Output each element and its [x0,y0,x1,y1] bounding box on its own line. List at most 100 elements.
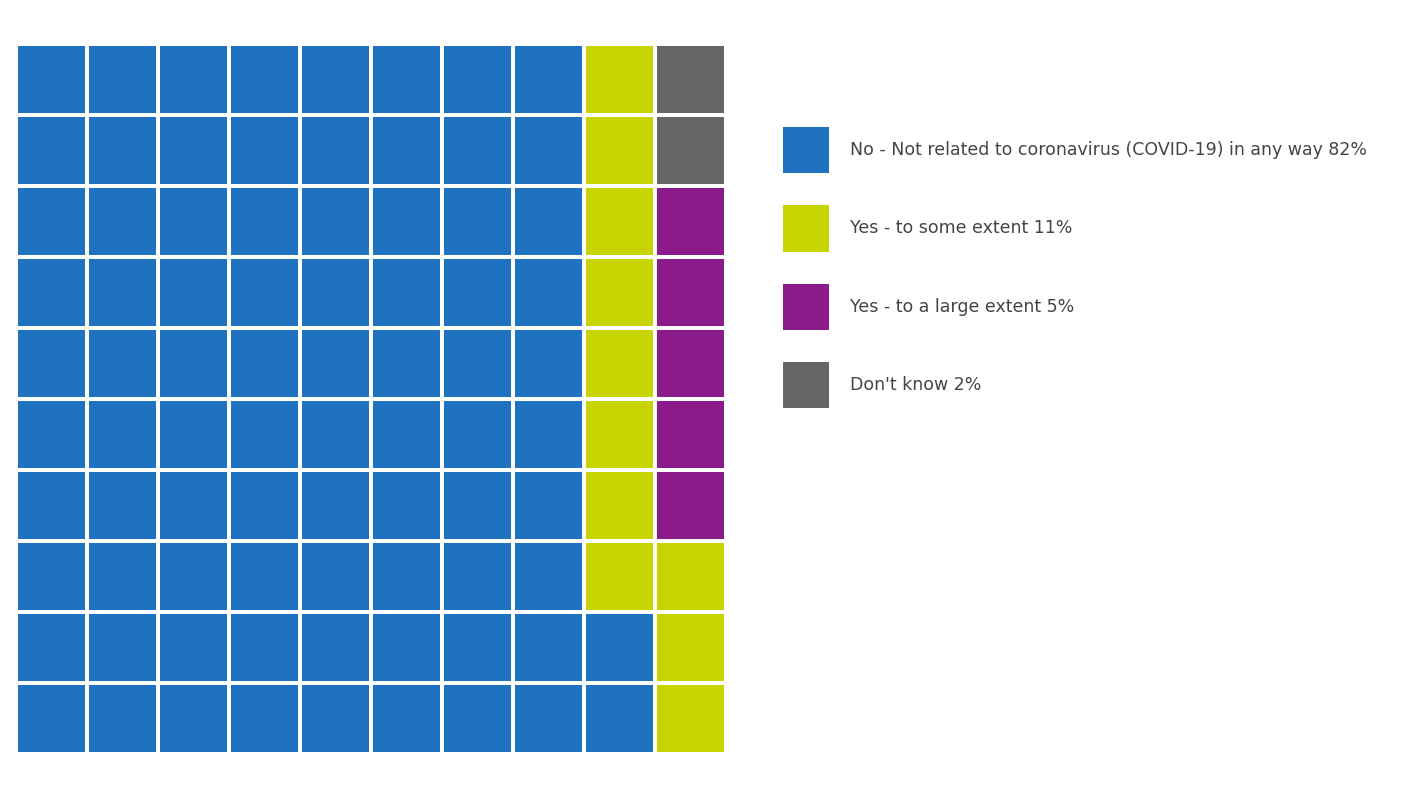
Bar [18,685,85,753]
Bar [18,472,85,539]
Bar [783,361,829,408]
Bar [657,472,723,539]
Bar [657,117,723,184]
Bar [586,543,653,610]
Bar [586,685,653,753]
Text: Yes - to a large extent 5%: Yes - to a large extent 5% [851,298,1075,316]
Bar [516,614,582,681]
Bar [516,543,582,610]
Bar [444,472,512,539]
Bar [373,685,439,753]
Bar [160,188,226,255]
Bar [160,45,226,113]
Bar [586,117,653,184]
Bar [373,543,439,610]
Bar [230,117,298,184]
Bar [230,45,298,113]
Bar [657,614,723,681]
Text: Don't know 2%: Don't know 2% [851,376,982,393]
Bar [657,45,723,113]
Bar [18,188,85,255]
Bar [373,259,439,326]
Bar [444,259,512,326]
Bar [444,330,512,397]
Bar [89,259,155,326]
Bar [302,685,369,753]
Bar [89,45,155,113]
Bar [444,614,512,681]
Bar [18,330,85,397]
Bar [18,259,85,326]
Bar [444,117,512,184]
Bar [302,401,369,468]
Bar [230,543,298,610]
Bar [657,401,723,468]
Bar [783,283,829,330]
Bar [18,614,85,681]
Text: Yes - to some extent 11%: Yes - to some extent 11% [851,219,1072,238]
Bar [230,614,298,681]
Bar [89,330,155,397]
Bar [373,45,439,113]
Bar [230,472,298,539]
Bar [89,401,155,468]
Bar [160,685,226,753]
Bar [444,543,512,610]
Bar [373,330,439,397]
Bar [230,259,298,326]
Bar [516,259,582,326]
Bar [444,45,512,113]
Bar [89,685,155,753]
Bar [302,614,369,681]
Bar [160,259,226,326]
Bar [586,188,653,255]
Bar [18,117,85,184]
Bar [89,117,155,184]
Bar [18,543,85,610]
Bar [516,188,582,255]
Bar [586,330,653,397]
Bar [302,45,369,113]
Bar [302,117,369,184]
Bar [657,330,723,397]
Bar [444,685,512,753]
Bar [230,685,298,753]
Bar [516,685,582,753]
Bar [160,614,226,681]
Bar [373,614,439,681]
Bar [444,401,512,468]
Bar [516,330,582,397]
Bar [302,188,369,255]
Bar [657,685,723,753]
Bar [18,45,85,113]
Bar [373,188,439,255]
Bar [302,472,369,539]
Bar [302,259,369,326]
Bar [18,401,85,468]
Bar [160,117,226,184]
Bar [657,259,723,326]
Bar [516,45,582,113]
Bar [586,259,653,326]
Bar [783,127,829,173]
Bar [586,614,653,681]
Bar [89,614,155,681]
Bar [373,117,439,184]
Bar [516,472,582,539]
Bar [516,401,582,468]
Bar [230,401,298,468]
Bar [657,543,723,610]
Bar [444,188,512,255]
Bar [230,330,298,397]
Bar [657,188,723,255]
Bar [373,472,439,539]
Bar [783,205,829,251]
Bar [302,330,369,397]
Bar [302,543,369,610]
Bar [586,45,653,113]
Bar [373,401,439,468]
Bar [586,472,653,539]
Bar [89,188,155,255]
Bar [160,543,226,610]
Bar [586,401,653,468]
